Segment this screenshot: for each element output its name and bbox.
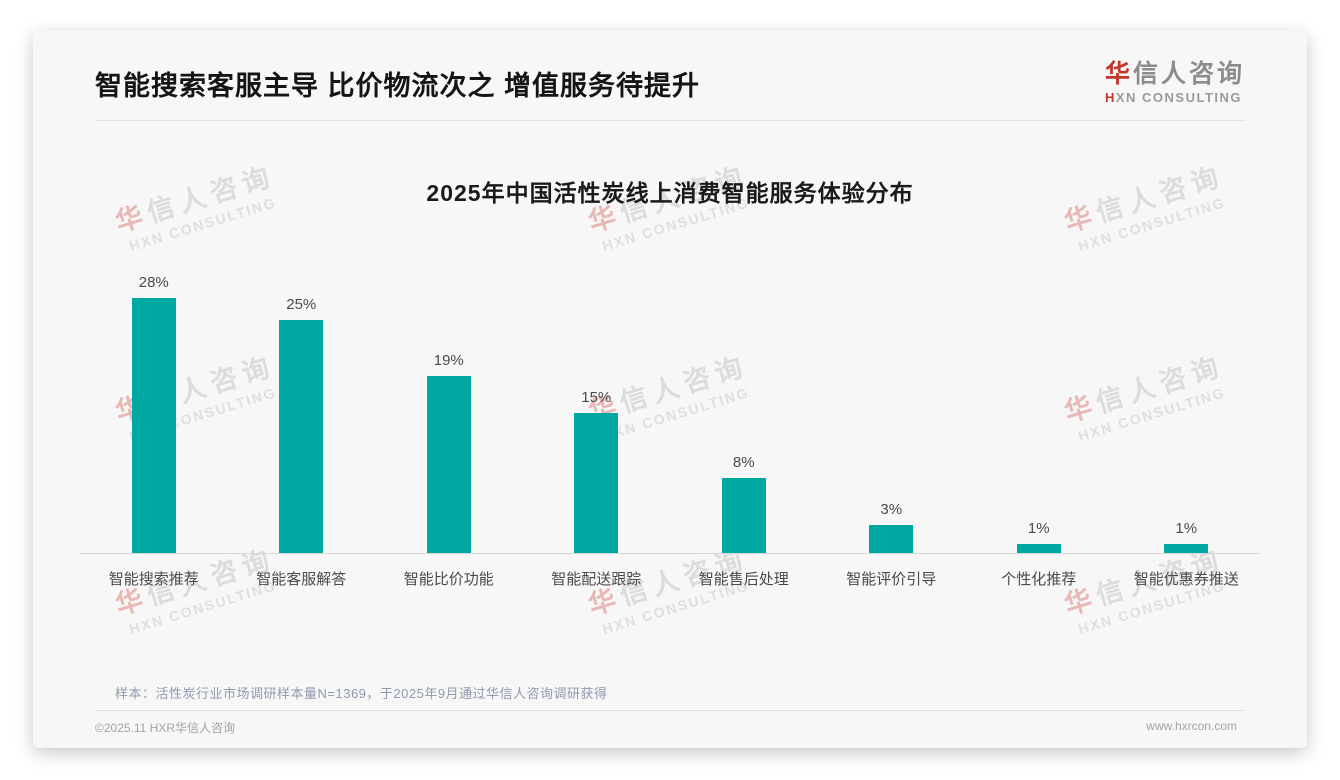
category-label: 智能配送跟踪	[551, 571, 642, 588]
report-header: 智能搜索客服主导 比价物流次之 增值服务待提升 华信人咨询 HXN CONSUL…	[95, 53, 1245, 113]
bar-column: 3%	[818, 274, 966, 553]
bar	[1164, 543, 1209, 553]
bar-value-label: 1%	[1175, 519, 1198, 537]
category-label: 智能优惠券推送	[1133, 571, 1239, 588]
bar-column: 15%	[523, 274, 671, 553]
bar	[1016, 543, 1061, 553]
page-title: 智能搜索客服主导 比价物流次之 增值服务待提升	[95, 70, 701, 101]
bar-column: 28%	[80, 274, 228, 553]
bar-value-label: 15%	[581, 389, 612, 406]
brand-logo-english: HXN CONSULTING	[1104, 89, 1243, 105]
brand-logo-chinese: 华信人咨询	[1104, 60, 1245, 89]
footer-website: www.hxrcon.com	[1146, 719, 1237, 733]
report-footer: ©2025.11 HXR华信人咨询 www.hxrcon.com	[95, 719, 1237, 736]
footer-copyright: ©2025.11 HXR华信人咨询	[95, 721, 235, 735]
report-card: 华信人咨询 HXN CONSULTING 华信人咨询 HXN CONSULTING 华信…	[33, 31, 1307, 748]
bar-chart-plot: 28% 25% 19% 15% 8% 3% 1% 1%	[80, 274, 1260, 554]
bar-value-label: 25%	[286, 295, 317, 313]
category-label: 个性化推荐	[1001, 571, 1077, 588]
bar-chart-xlabels: 智能搜索推荐 智能客服解答 智能比价功能 智能配送跟踪 智能售后处理 智能评价引导 个性化推…	[80, 568, 1260, 589]
category-label: 智能比价功能	[403, 571, 494, 588]
brand-logo: 华信人咨询 HXN CONSULTING	[1104, 60, 1245, 105]
bar-column: 19%	[375, 274, 523, 553]
bar-value-label: 19%	[433, 351, 464, 369]
footer-divider	[95, 710, 1245, 711]
bar-column: 1%	[965, 274, 1113, 553]
bar-column: 25%	[228, 274, 376, 553]
bar-column: 1%	[1113, 274, 1261, 553]
header-divider	[95, 120, 1245, 121]
bar-value-label: 1%	[1027, 519, 1050, 537]
sample-note: 样本：活性炭行业市场调研样本量N=1369，于2025年9月通过华信人咨询调研获…	[115, 686, 608, 701]
category-label: 智能评价引导	[846, 571, 937, 588]
bar	[869, 525, 914, 553]
category-label: 智能售后处理	[698, 571, 789, 588]
bar-value-label: 28%	[138, 274, 169, 291]
bar	[721, 478, 766, 553]
category-label: 智能搜索推荐	[108, 571, 199, 588]
bar-value-label: 8%	[732, 454, 755, 472]
chart-title: 2025年中国活性炭线上消费智能服务体验分布	[426, 180, 914, 206]
bar-column: 8%	[670, 274, 818, 553]
bar-value-label: 3%	[880, 501, 903, 518]
bar	[574, 413, 619, 553]
category-label: 智能客服解答	[256, 571, 347, 588]
bar	[131, 298, 176, 553]
bar	[426, 375, 471, 553]
bar	[279, 319, 324, 553]
